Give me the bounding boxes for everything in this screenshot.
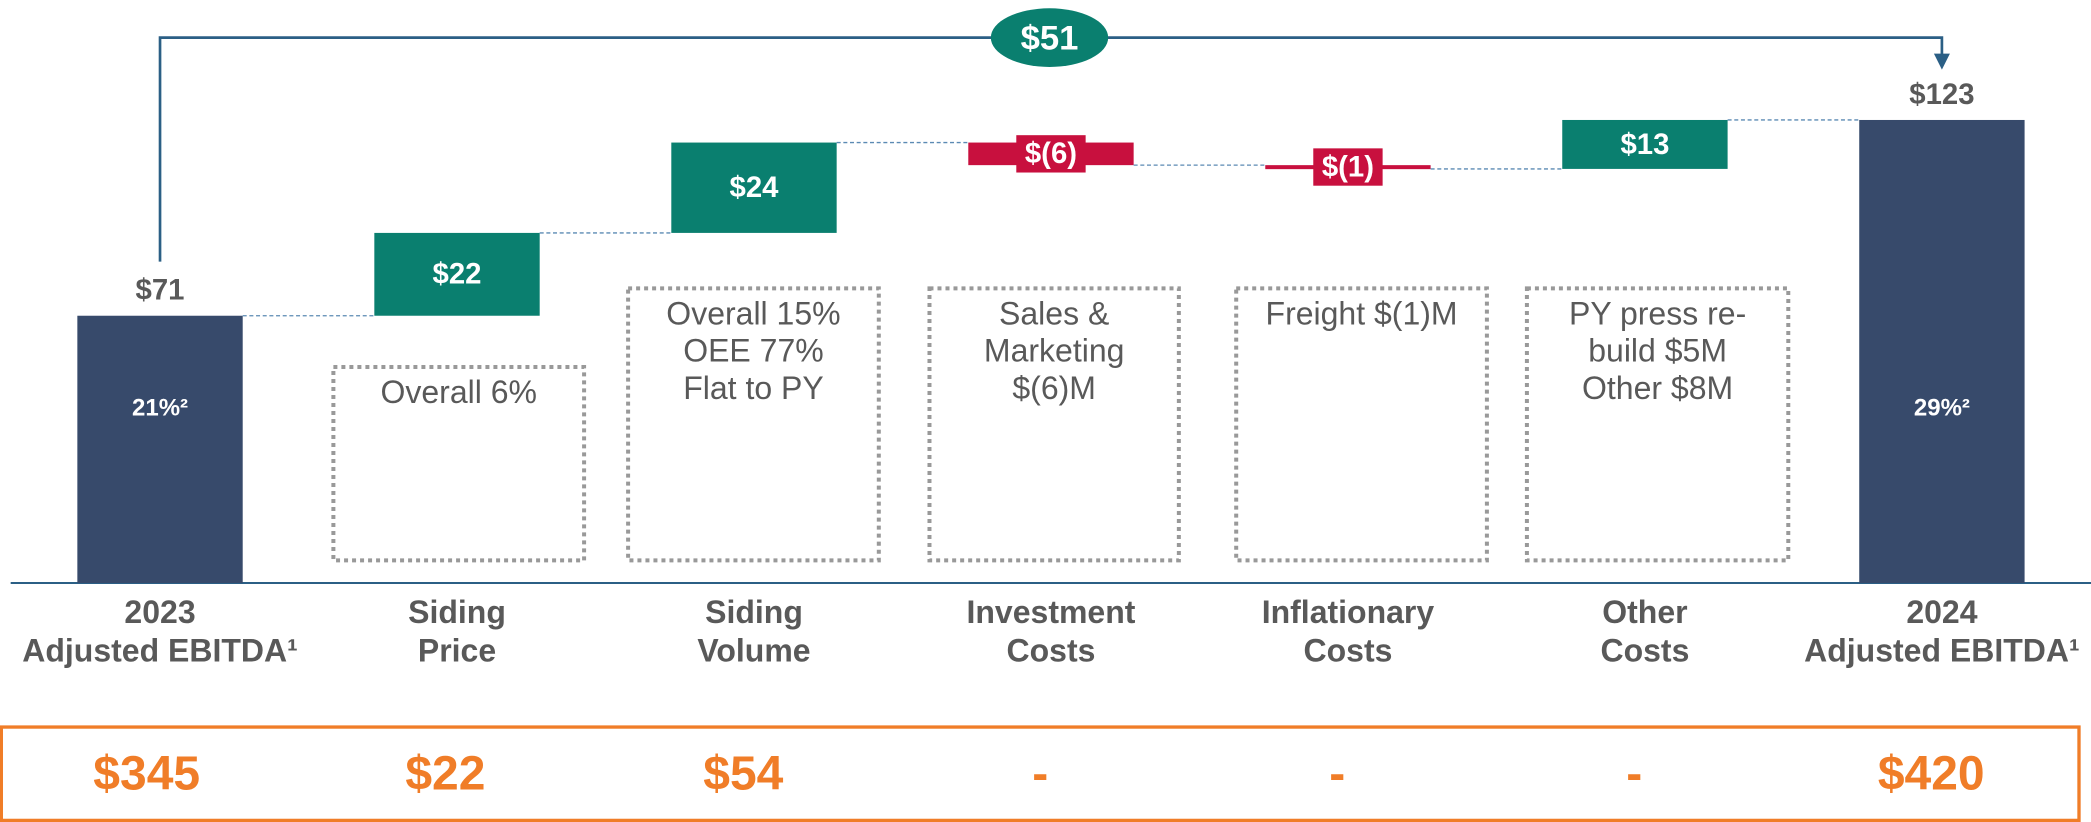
note-text: Overall 6% [380,374,537,410]
note-text: Overall 15% OEE 77% Flat to PY [666,296,840,407]
category-label: 2023 Adjusted EBITDA¹ [22,594,298,669]
category-label: Siding Volume [697,594,810,669]
bar [374,232,540,316]
category-label: Inflationary Costs [1262,594,1435,669]
label-box [1016,135,1086,173]
bar [1562,119,1728,169]
category-label: Investment Costs [966,594,1135,669]
value-label: $22 [433,257,482,290]
bar-annotation: 29%² [1914,395,1970,422]
bottom-value: - [1626,747,1642,800]
change-label: $51 [1021,19,1079,57]
label-box [1313,148,1383,186]
category-label: 2024 Adjusted EBITDA¹ [1804,594,2080,669]
note-box [331,364,587,563]
note-text: Freight $(1)M [1266,296,1458,332]
note-box [927,286,1181,563]
category-label: Siding Price [408,594,506,669]
note-text: PY press re-build $5M Other $8M [1569,296,1746,407]
bar [1859,119,2025,584]
bottom-value: $345 [93,747,200,800]
note-box [1524,286,1791,563]
bottom-value: - [1032,747,1048,800]
bar [77,315,243,584]
bottom-value: $22 [405,747,485,800]
bar-annotation: 21%² [132,395,188,422]
note-box [1234,286,1489,563]
arrow-head [1933,53,1950,70]
bottom-value: $54 [703,747,783,800]
value-label: $(1) [1322,150,1374,183]
category-label: Other Costs [1600,594,1689,669]
value-label: $71 [136,273,185,306]
value-label: $123 [1909,78,1974,111]
value-label: $24 [730,171,780,204]
bottom-value: - [1329,747,1345,800]
note-box [626,286,881,563]
note-text: Sales & Marketing $(6)M [984,296,1125,407]
bottom-value: $420 [1878,747,1985,800]
bar [671,142,837,233]
change-badge [990,8,1109,67]
value-label: $(6) [1025,137,1077,170]
bottom-box [0,725,2081,822]
value-label: $13 [1620,128,1669,161]
